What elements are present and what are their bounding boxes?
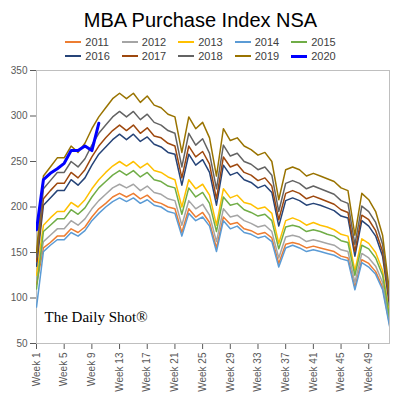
svg-text:Week 29: Week 29 <box>225 352 236 392</box>
svg-text:The Daily Shot®: The Daily Shot® <box>45 309 148 325</box>
html-text:2012: 2012 <box>141 36 167 48</box>
svg-text:Week 49: Week 49 <box>363 352 374 392</box>
html-text:2014: 2014 <box>254 36 280 48</box>
html-text:2013: 2013 <box>198 36 223 48</box>
svg-text:250: 250 <box>11 156 28 167</box>
svg-text:Week 9: Week 9 <box>86 352 97 386</box>
svg-text:350: 350 <box>11 65 28 76</box>
svg-text:Week 13: Week 13 <box>114 352 125 392</box>
html-text:2020: 2020 <box>311 50 336 62</box>
html-text:2015: 2015 <box>311 36 336 48</box>
html-text:2019: 2019 <box>254 50 280 62</box>
svg-text:Week 25: Week 25 <box>197 352 208 392</box>
svg-text:150: 150 <box>11 247 28 258</box>
svg-text:Week 41: Week 41 <box>308 352 319 392</box>
svg-text:300: 300 <box>11 110 28 121</box>
svg-text:Week 1: Week 1 <box>31 352 42 386</box>
html-text:2016: 2016 <box>85 50 110 62</box>
html-text:MBA Purchase Index NSA: MBA Purchase Index NSA <box>83 9 318 31</box>
svg-text:Week 45: Week 45 <box>335 352 346 392</box>
svg-text:Week 37: Week 37 <box>280 352 291 392</box>
svg-text:Week 5: Week 5 <box>58 352 69 386</box>
html-text:2017: 2017 <box>141 50 167 62</box>
svg-text:Week 33: Week 33 <box>252 352 263 392</box>
html-text:2011: 2011 <box>85 36 109 48</box>
svg-text:Week 17: Week 17 <box>141 352 152 392</box>
svg-text:Week 21: Week 21 <box>169 352 180 392</box>
svg-text:100: 100 <box>11 292 28 303</box>
svg-text:50: 50 <box>16 338 28 349</box>
svg-text:200: 200 <box>11 201 28 212</box>
html-text:2018: 2018 <box>198 50 223 62</box>
